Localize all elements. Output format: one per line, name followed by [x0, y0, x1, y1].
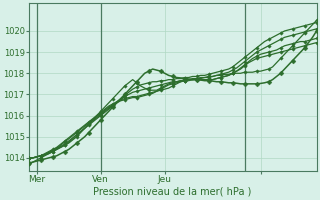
X-axis label: Pression niveau de la mer( hPa ): Pression niveau de la mer( hPa )	[93, 187, 252, 197]
